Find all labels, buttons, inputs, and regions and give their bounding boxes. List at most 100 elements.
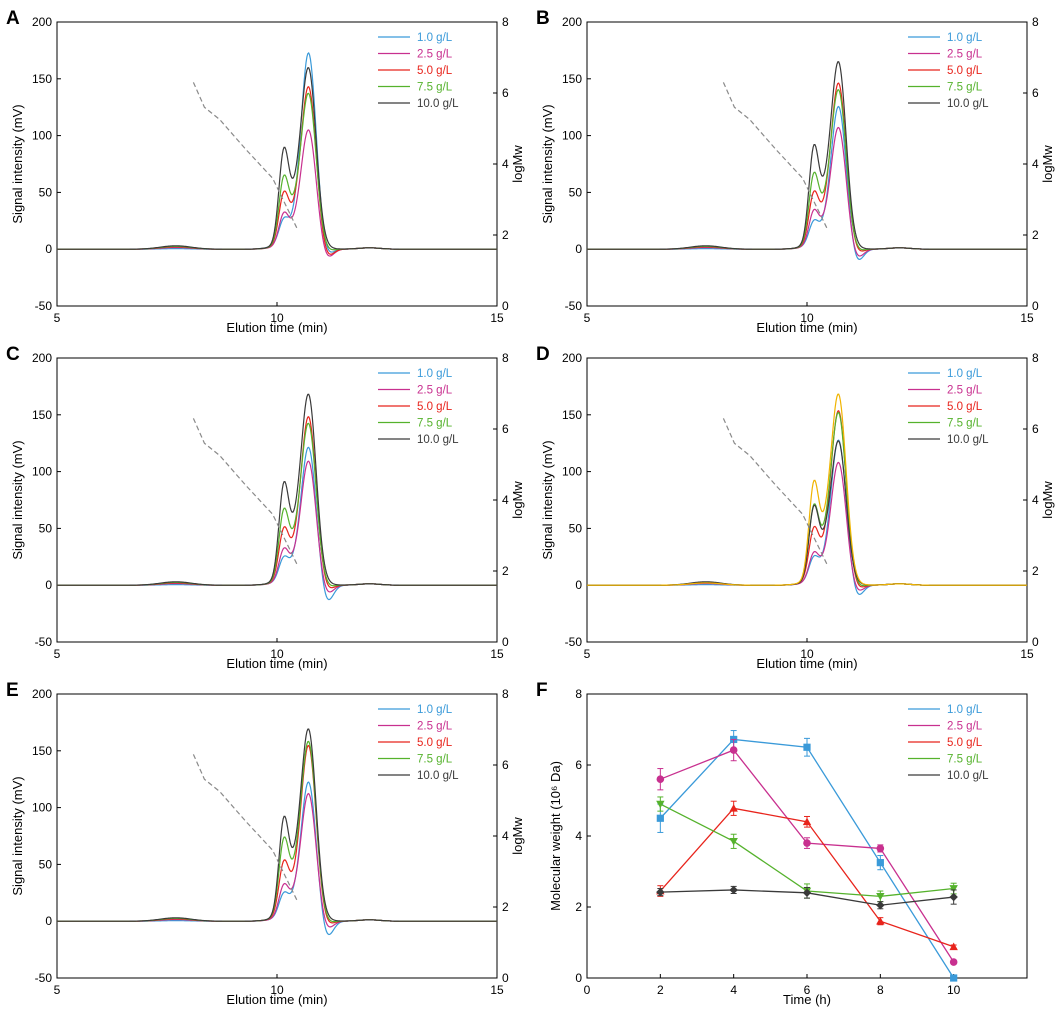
y2-tick-label: 0 <box>502 971 509 985</box>
y2-tick-label: 2 <box>502 564 509 578</box>
data-point-5-0-g-l <box>729 804 738 812</box>
y2-tick-label: 6 <box>1032 86 1039 100</box>
panel-letter: B <box>536 8 550 29</box>
y-tick-label: -50 <box>35 635 53 649</box>
chart-d: D -50 0 50 100 150 200 0 2 4 6 8 5 10 15 Elution time (… <box>536 344 1055 671</box>
x-tick-label: 15 <box>1020 311 1034 325</box>
y-tick-label: 200 <box>562 351 582 365</box>
y2-tick-label: 2 <box>1032 564 1039 578</box>
data-point-10-0-g-l <box>876 901 885 910</box>
y-tick-label: 150 <box>32 72 52 86</box>
y-tick-label: 100 <box>32 801 52 815</box>
x-tick-label: 15 <box>1020 647 1034 661</box>
y2-tick-label: 0 <box>502 299 509 313</box>
x-tick-label: 5 <box>54 983 61 997</box>
x-tick-label: 10 <box>270 311 284 325</box>
legend-label-2-5-g-l: 2.5 g/L <box>947 385 983 397</box>
data-point-7-5-g-l <box>729 837 738 846</box>
y-tick-label: 150 <box>32 408 52 422</box>
x-axis-title: Elution time (min) <box>226 656 327 671</box>
legend-label-7-5-g-l: 7.5 g/L <box>417 82 453 94</box>
y-tick-label: -50 <box>35 299 53 313</box>
y2-tick-label: 6 <box>502 86 509 100</box>
y-tick-label: 200 <box>32 351 52 365</box>
series-line-extra <box>587 393 1027 586</box>
y-tick-label: 50 <box>39 185 53 199</box>
series-line-2-5-g-l <box>587 461 1027 591</box>
x-tick-label: 4 <box>730 983 737 997</box>
x-tick-label: 5 <box>54 311 61 325</box>
data-point-2-5-g-l <box>656 775 665 783</box>
y-tick-label: 200 <box>562 15 582 29</box>
x-tick-label: 2 <box>657 983 664 997</box>
series-line-5-0-g-l <box>57 86 497 255</box>
y-tick-label: 0 <box>45 242 52 256</box>
y-axis-title: Signal intensity (mV) <box>540 440 555 559</box>
legend-label-7-5-g-l: 7.5 g/L <box>417 754 453 766</box>
y2-axis-title: logMw <box>1040 145 1055 183</box>
x-tick-label: 10 <box>270 647 284 661</box>
legend-label-10-0-g-l: 10.0 g/L <box>417 770 459 782</box>
plot-area <box>57 728 497 936</box>
panel-letter: C <box>6 344 20 365</box>
legend-label-1-0-g-l: 1.0 g/L <box>417 704 453 716</box>
y-axis-title: Signal intensity (mV) <box>10 440 25 559</box>
y-tick-label: 2 <box>575 900 582 914</box>
y2-tick-label: 8 <box>1032 15 1039 29</box>
panel-letter: A <box>6 8 20 29</box>
data-point-5-0-g-l <box>949 942 958 951</box>
data-point-5-0-g-l <box>802 817 812 826</box>
panel-a: A -50 0 50 100 150 200 0 2 4 6 8 5 10 15 Elution time (… <box>0 0 530 336</box>
legend-label-2-5-g-l: 2.5 g/L <box>417 385 453 397</box>
series-line-5-0-g-l <box>659 807 954 948</box>
y2-axis-title: logMw <box>510 145 525 183</box>
data-point-2-5-g-l <box>949 958 958 966</box>
y2-tick-label: 2 <box>502 228 509 242</box>
plot-area <box>587 61 1027 260</box>
data-point-2-5-g-l <box>803 839 811 847</box>
legend-label-5-0-g-l: 5.0 g/L <box>417 401 453 413</box>
legend-label-5-0-g-l: 5.0 g/L <box>417 737 453 749</box>
y2-tick-label: 8 <box>1032 351 1039 365</box>
y-tick-label: 0 <box>575 971 582 985</box>
x-axis-title: Elution time (min) <box>756 320 857 335</box>
legend-label-7-5-g-l: 7.5 g/L <box>947 754 983 766</box>
data-point-1-0-g-l <box>950 974 958 982</box>
data-point-7-5-g-l <box>949 885 958 893</box>
y-tick-label: 100 <box>32 129 52 143</box>
chart-c: C -50 0 50 100 150 200 0 2 4 6 8 5 10 15 Elution time (… <box>6 344 525 671</box>
logmw-calibration-line <box>192 754 298 901</box>
plot-area <box>57 393 497 601</box>
y2-tick-label: 6 <box>502 422 509 436</box>
legend-label-7-5-g-l: 7.5 g/L <box>947 418 983 430</box>
x-tick-label: 15 <box>490 647 504 661</box>
y2-tick-label: 4 <box>502 493 509 507</box>
x-axis-title: Elution time (min) <box>226 992 327 1007</box>
y-tick-label: -50 <box>35 971 53 985</box>
y-tick-label: 6 <box>575 758 582 772</box>
y-tick-label: 0 <box>575 242 582 256</box>
x-axis-title: Time (h) <box>783 992 831 1007</box>
legend-label-5-0-g-l: 5.0 g/L <box>947 737 983 749</box>
legend-label-1-0-g-l: 1.0 g/L <box>947 704 983 716</box>
y2-tick-label: 6 <box>1032 422 1039 436</box>
y2-tick-label: 4 <box>1032 493 1039 507</box>
data-point-5-0-g-l <box>876 917 885 925</box>
y2-axis-title: logMw <box>1040 481 1055 519</box>
y-tick-label: -50 <box>565 635 583 649</box>
series-line-2-5-g-l <box>660 749 955 963</box>
y-tick-label: 4 <box>575 829 582 843</box>
data-point-10-0-g-l <box>802 888 812 897</box>
data-point-2-5-g-l <box>876 844 885 853</box>
x-tick-label: 10 <box>800 311 814 325</box>
y-axis-title: Signal intensity (mV) <box>10 776 25 895</box>
x-tick-label: 10 <box>270 983 284 997</box>
data-point-1-0-g-l <box>876 859 884 867</box>
x-tick-label: 6 <box>804 983 811 997</box>
y-axis-title: Signal intensity (mV) <box>540 104 555 223</box>
x-tick-label: 8 <box>877 983 884 997</box>
panel-letter: D <box>536 344 550 365</box>
plot-area <box>57 52 497 257</box>
legend-label-2-5-g-l: 2.5 g/L <box>947 721 983 733</box>
